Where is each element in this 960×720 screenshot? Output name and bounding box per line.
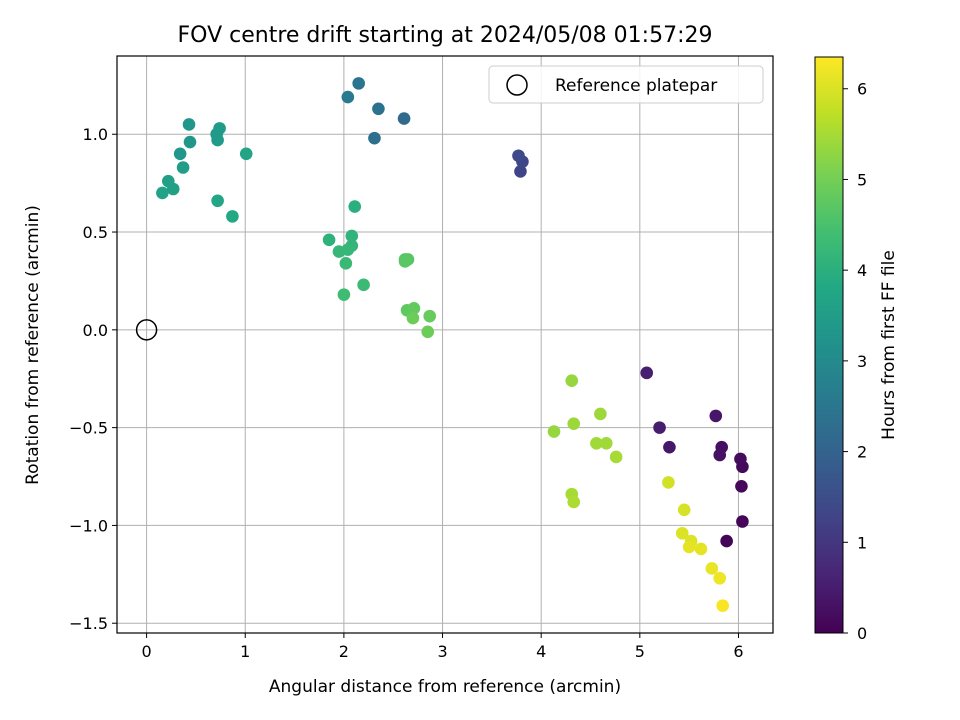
scatter-point bbox=[348, 200, 362, 213]
y-axis-ticks: −1.5 −1.0 −0.5 0.0 0.5 1.0 bbox=[69, 125, 117, 633]
x-tick-label: 2 bbox=[339, 642, 349, 661]
scatter-point bbox=[211, 133, 224, 147]
scatter-point bbox=[640, 366, 654, 380]
colorbar bbox=[814, 56, 844, 634]
colorbar-tick-label: 0 bbox=[857, 624, 867, 643]
scatter-point bbox=[211, 194, 224, 208]
scatter-point bbox=[662, 476, 675, 489]
colorbar-ticks: 0 1 2 3 4 5 6 bbox=[843, 80, 867, 643]
scatter-point bbox=[182, 118, 196, 131]
y-tick-label: 0.5 bbox=[83, 223, 108, 242]
scatter-point bbox=[397, 112, 411, 125]
scatter-point bbox=[682, 540, 696, 554]
x-tick-label: 5 bbox=[635, 642, 645, 661]
scatter-point bbox=[734, 452, 747, 466]
x-tick-label: 1 bbox=[240, 642, 250, 661]
scatter-point bbox=[713, 448, 727, 462]
scatter-point bbox=[594, 407, 607, 421]
scatter-point bbox=[653, 421, 666, 434]
scatter-point bbox=[590, 436, 603, 450]
scatter-point bbox=[677, 503, 691, 517]
y-tick-label: 0.0 bbox=[83, 321, 108, 340]
scatter-point bbox=[368, 131, 381, 145]
scatter-point bbox=[337, 288, 351, 301]
x-axis-label: Angular distance from reference (arcmin) bbox=[269, 677, 621, 697]
x-tick-label: 4 bbox=[536, 642, 546, 661]
scatter-point bbox=[675, 526, 689, 540]
colorbar-tick-label: 3 bbox=[857, 352, 867, 371]
scatter-point bbox=[341, 243, 355, 256]
scatter-point bbox=[567, 495, 581, 509]
y-tick-label: −1.5 bbox=[69, 614, 108, 633]
x-axis-ticks: 0 1 2 3 4 5 6 bbox=[142, 633, 744, 661]
scatter-point bbox=[156, 186, 169, 200]
scatter-point bbox=[599, 436, 613, 450]
colorbar-tick-label: 2 bbox=[857, 443, 867, 462]
colorbar-tick-label: 4 bbox=[857, 261, 867, 280]
scatter-point bbox=[705, 562, 719, 575]
x-tick-label: 3 bbox=[437, 642, 447, 661]
scatter-point bbox=[372, 102, 385, 116]
scatter-point bbox=[357, 278, 370, 292]
scatter-point bbox=[694, 542, 708, 556]
legend: Reference platepar bbox=[488, 65, 764, 104]
scatter-point bbox=[709, 409, 723, 423]
scatter-point bbox=[339, 257, 353, 270]
scatter-point bbox=[176, 161, 190, 174]
scatter-point bbox=[226, 210, 239, 223]
scatter-point bbox=[423, 309, 437, 323]
reference-platepar-marker bbox=[135, 319, 158, 341]
scatter-point bbox=[512, 149, 525, 163]
data-points bbox=[156, 77, 749, 612]
x-tick-label: 0 bbox=[142, 642, 152, 661]
legend-marker bbox=[506, 74, 528, 96]
colorbar-tick-label: 6 bbox=[857, 80, 867, 99]
plot-frame bbox=[116, 55, 774, 634]
scatter-point bbox=[173, 147, 187, 161]
legend-entry-reference: Reference platepar bbox=[555, 76, 717, 96]
scatter-point bbox=[735, 480, 748, 493]
x-tick-label: 6 bbox=[733, 642, 743, 661]
scatter-point bbox=[663, 440, 676, 454]
scatter-point bbox=[398, 255, 412, 268]
scatter-point bbox=[345, 229, 359, 243]
scatter-point bbox=[421, 325, 435, 339]
y-tick-label: 1.0 bbox=[83, 125, 108, 144]
scatter-point bbox=[407, 302, 421, 315]
colorbar-tick-label: 5 bbox=[857, 170, 867, 189]
scatter-point bbox=[213, 122, 226, 135]
scatter-point bbox=[239, 147, 253, 161]
scatter-point bbox=[720, 534, 733, 548]
scatter-point bbox=[567, 417, 581, 431]
scatter-point bbox=[565, 374, 579, 387]
y-tick-label: −1.0 bbox=[69, 516, 108, 535]
scatter-point bbox=[352, 77, 365, 90]
scatter-point bbox=[547, 425, 561, 438]
scatter-point bbox=[406, 311, 420, 325]
chart-title: FOV centre drift starting at 2024/05/08 … bbox=[178, 23, 713, 48]
scatter-point bbox=[716, 599, 729, 612]
scatter-point bbox=[609, 450, 623, 464]
scatter-point bbox=[183, 135, 197, 149]
y-axis-label: Rotation from reference (arcmin) bbox=[23, 205, 43, 485]
scatter-point bbox=[322, 233, 336, 247]
scatter-point bbox=[341, 90, 355, 104]
scatter-point bbox=[736, 515, 749, 528]
scatter-point bbox=[713, 571, 727, 585]
scatter-point bbox=[166, 182, 180, 196]
colorbar-tick-label: 1 bbox=[857, 533, 867, 552]
colorbar-label: Hours from first FF file bbox=[879, 250, 899, 440]
y-tick-label: −0.5 bbox=[69, 419, 108, 438]
legend-box bbox=[488, 65, 764, 104]
scatter-point bbox=[514, 165, 527, 178]
